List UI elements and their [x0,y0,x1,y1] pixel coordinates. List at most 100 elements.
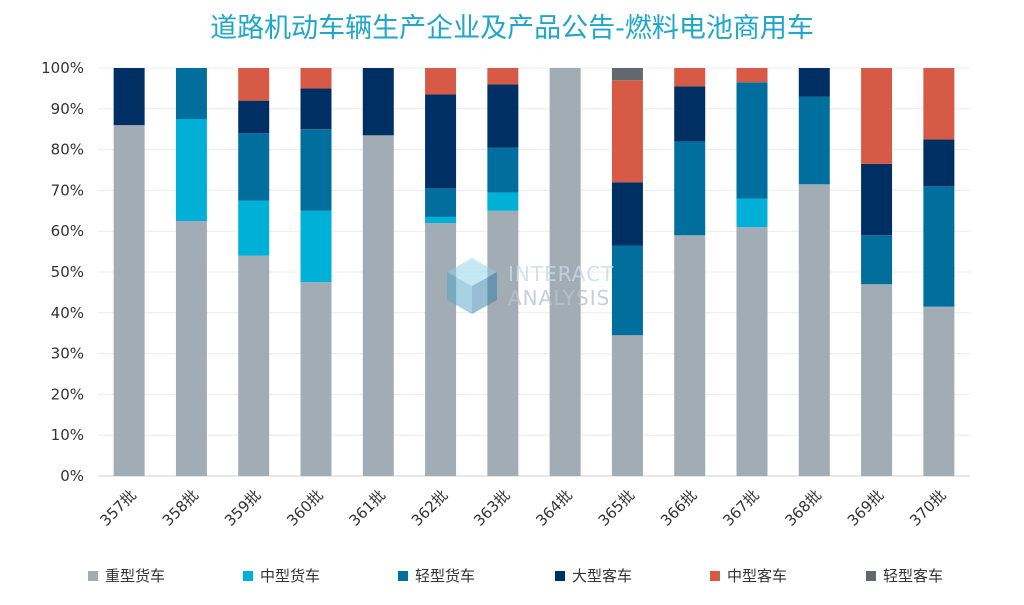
x-tick-label: 361批 [346,486,390,530]
bar-segment [923,306,955,476]
bar-segment [113,125,145,477]
watermark-line2: ANALYSIS [508,286,610,310]
legend-swatch [866,571,876,581]
bars [113,68,955,477]
bar-segment [175,221,207,476]
y-tick-label: 90% [51,100,84,118]
bar-segment [674,141,706,236]
legend-swatch [398,571,408,581]
bar-segment [611,245,643,336]
bar-segment [300,68,332,89]
bar-segment [113,68,145,126]
bar-segment [362,68,394,136]
bar-segment [238,255,270,476]
bar-segment [425,94,457,189]
bar-segment [923,68,955,140]
x-tick-label: 362批 [408,486,452,530]
y-tick-label: 70% [51,181,84,199]
y-tick-label: 100% [41,59,84,77]
legend-swatch [88,571,98,581]
bar-segment [549,68,581,476]
bar-segment [674,235,706,476]
bar-segment [425,216,457,224]
watermark-line1: INTERACT [508,262,614,286]
bar-segment [736,82,768,199]
bar-segment [487,210,519,477]
x-tick-label: 359批 [221,486,265,530]
bar-segment [300,210,332,283]
chart-title: 道路机动车辆生产企业及产品公告-燃料电池商用车 [210,13,814,44]
bar-segment [487,192,519,211]
cube-face [447,272,472,314]
bar-segment [362,135,394,476]
bar-segment [674,68,706,87]
bar-segment [487,84,519,148]
y-tick-label: 40% [51,304,84,322]
bar-segment [923,186,955,307]
bar-segment [487,147,519,193]
bar-segment [238,133,270,201]
bar-segment [611,68,643,81]
x-tick-label: 357批 [96,486,140,530]
x-axis: 357批 358批 359批 360批 361批 362批 363批 364批 365批 366批… [96,486,949,530]
legend-label: 重型货车 [105,567,165,585]
bar-segment [238,100,270,134]
bar-segment [798,184,830,476]
bar-segment [923,139,955,187]
bar-segment [861,68,893,164]
legend-label: 轻型货车 [415,567,475,585]
legend: 重型货车 中型货车 轻型货车 大型客车 中型客车 轻型客车 [88,567,943,585]
y-tick-label: 20% [51,385,84,403]
y-tick-label: 0% [60,467,84,485]
bar-segment [736,68,768,83]
x-tick-label: 366批 [657,486,701,530]
legend-label: 大型客车 [572,567,632,585]
bar-segment [238,68,270,101]
bar-segment [798,68,830,97]
legend-label: 中型货车 [260,567,320,585]
bar-segment [175,68,207,119]
x-tick-label: 365批 [595,486,639,530]
bar-segment [611,80,643,183]
legend-swatch [243,571,253,581]
bar-segment [861,235,893,285]
x-tick-label: 363批 [470,486,514,530]
y-tick-label: 80% [51,141,84,159]
y-tick-label: 60% [51,222,84,240]
x-tick-label: 358批 [159,486,203,530]
bar-segment [861,284,893,476]
bar-segment [425,223,457,476]
x-tick-label: 360批 [283,486,327,530]
bar-segment [425,188,457,217]
bar-segment [798,96,830,185]
y-tick-label: 30% [51,345,84,363]
x-tick-label: 369批 [844,486,888,530]
bar-segment [238,200,270,256]
bar-segment [175,119,207,221]
bar-segment [611,335,643,476]
bar-segment [736,227,768,476]
cube-face [472,272,497,314]
y-axis: 0% 10% 20% 30% 40% 50% 60% 70% 80% 90% 100% [41,59,84,485]
bar-segment [611,182,643,246]
legend-swatch [710,571,720,581]
bar-segment [487,68,519,85]
x-tick-label: 364批 [532,486,576,530]
legend-swatch [555,571,565,581]
legend-label: 中型客车 [727,567,787,585]
x-tick-label: 370批 [906,486,950,530]
legend-label: 轻型客车 [883,567,943,585]
watermark-cube-icon [447,258,497,314]
bar-segment [300,88,332,130]
y-tick-label: 50% [51,263,84,281]
bar-segment [674,86,706,142]
x-tick-label: 368批 [782,486,826,530]
bar-segment [861,163,893,236]
bar-segment [736,198,768,228]
bar-segment [425,68,457,95]
y-tick-label: 10% [51,426,84,444]
bar-segment [300,282,332,476]
